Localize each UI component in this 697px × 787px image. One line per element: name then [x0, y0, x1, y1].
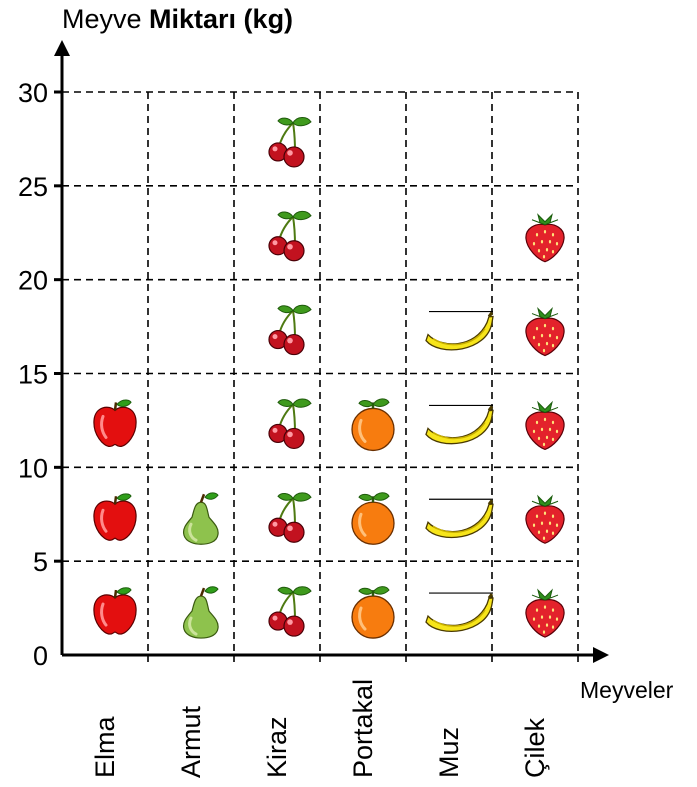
y-tick-label: 30 [18, 78, 48, 108]
cherry-icon [268, 117, 312, 168]
orange-icon [351, 492, 395, 545]
cherry-icon [268, 492, 312, 543]
y-axis-arrow [54, 40, 70, 56]
y-tick-label: 15 [18, 360, 48, 390]
banana-icon [425, 592, 494, 632]
strawberry-icon [525, 213, 565, 263]
category-label: Çilek [520, 717, 550, 778]
pear-icon [182, 586, 219, 639]
y-tick-label: 0 [33, 641, 48, 671]
orange-icon [351, 586, 395, 639]
x-axis-arrow [593, 647, 609, 663]
cherry-icon [268, 210, 312, 262]
orange-icon [351, 398, 395, 452]
banana-icon [425, 498, 494, 539]
pear-icon [182, 492, 219, 545]
y-tick-label: 25 [18, 172, 48, 202]
y-axis-title-part2: Miktarı (kg) [149, 4, 293, 34]
strawberry-icon [525, 400, 565, 451]
category-label: Muz [434, 727, 464, 778]
y-axis-title-part1: Meyve [62, 4, 149, 34]
strawberry-icon [525, 494, 565, 544]
y-tick-label: 20 [18, 266, 48, 296]
pictograph-marks [93, 117, 565, 639]
category-label: Elma [90, 716, 120, 778]
y-tick-label: 10 [18, 453, 48, 483]
cherry-icon [268, 304, 312, 356]
y-axis-title: Meyve Miktarı (kg) [62, 4, 293, 34]
banana-icon [425, 404, 494, 445]
apple-icon [93, 399, 137, 448]
cherry-icon [268, 586, 312, 637]
cherry-icon [268, 398, 312, 450]
category-label: Portakal [348, 679, 378, 778]
axes [54, 40, 609, 663]
apple-icon [93, 587, 137, 635]
y-tick-label: 5 [33, 547, 48, 577]
apple-icon [93, 493, 137, 541]
x-axis-title: Meyveler [580, 677, 674, 703]
banana-icon [425, 310, 494, 351]
category-label: Armut [176, 705, 206, 778]
grid [62, 91, 579, 655]
strawberry-icon [525, 306, 565, 357]
category-label: Kiraz [262, 716, 292, 778]
strawberry-icon [525, 588, 565, 638]
y-tick-labels: 0 5 10 15 20 25 30 [18, 78, 48, 671]
category-labels: Elma Armut Kiraz Portakal Muz Çilek [90, 679, 550, 778]
